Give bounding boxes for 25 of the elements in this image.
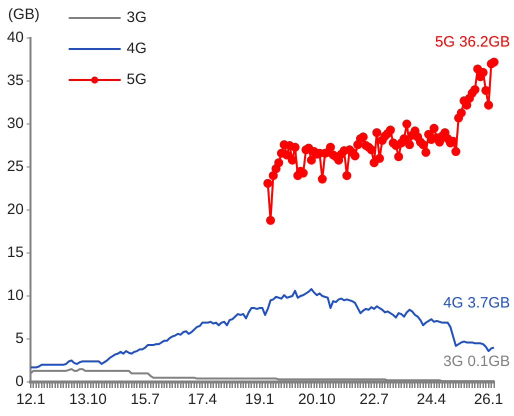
legend-label: 4G: [126, 40, 147, 58]
y-axis-title: (GB): [8, 6, 40, 24]
x-tick-label: 12.1: [16, 391, 46, 408]
x-tick-label: 22.7: [359, 391, 389, 408]
y-tick-label: 35: [6, 72, 24, 90]
x-tick-label: 13.10: [69, 391, 107, 408]
x-tick-label: 15.7: [130, 391, 160, 408]
y-tick-label: 5: [15, 330, 24, 348]
y-tick-label: 30: [6, 115, 24, 132]
y-tick-label: 15: [6, 244, 24, 262]
annotation: 4G 3.7GB: [443, 294, 510, 312]
x-tick-label: 20.10: [298, 391, 336, 408]
legend-label: 3G: [126, 9, 147, 26]
x-tick-label: 24.4: [416, 391, 446, 408]
y-tick-label: 0: [15, 373, 24, 390]
y-tick-label: 25: [6, 158, 24, 176]
x-tick-label: 17.4: [188, 391, 217, 408]
x-tick-label: 19.1: [245, 391, 274, 408]
annotation: 3G 0.1GB: [443, 352, 510, 370]
y-tick-label: 20: [6, 201, 24, 218]
legend-label: 5G: [126, 71, 147, 88]
annotation: 5G 36.2GB: [434, 34, 510, 51]
y-tick-label: 40: [6, 29, 24, 46]
x-tick-label: 26.1: [474, 391, 504, 408]
y-tick-label: 10: [6, 287, 24, 304]
